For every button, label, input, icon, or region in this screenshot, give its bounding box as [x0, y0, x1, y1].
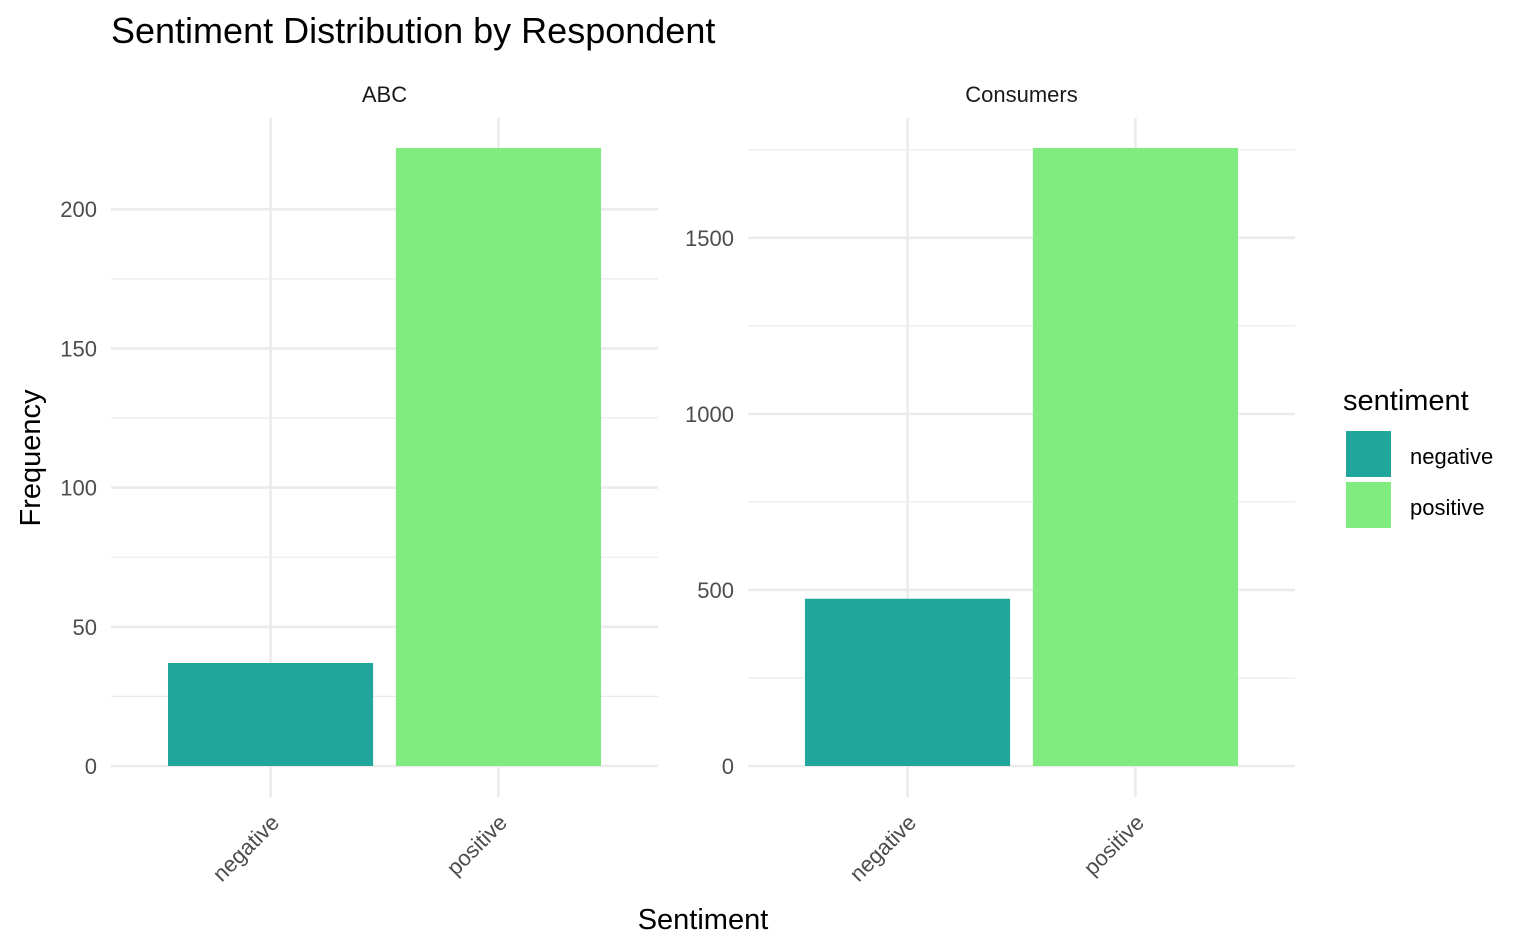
y-tick-label: 200	[60, 197, 97, 222]
legend-label-negative: negative	[1410, 444, 1493, 469]
legend: sentiment negative positive	[1343, 385, 1493, 528]
bar-positive	[1032, 148, 1239, 766]
x-tick-label: positive	[442, 810, 512, 880]
legend-key-negative	[1346, 431, 1391, 477]
y-axis-title: Frequency	[15, 389, 47, 527]
y-tick-label: 150	[60, 336, 97, 361]
facet-panel-abc: ABC 0 50 100 150 200 negative positive	[60, 82, 658, 886]
facet-panel-consumers: Consumers 0 500 1000 1500 negative positive	[685, 82, 1295, 886]
y-tick-label: 0	[722, 754, 734, 779]
x-axis-title: Sentiment	[638, 904, 769, 936]
bar-negative	[804, 598, 1011, 766]
x-tick-label: negative	[845, 810, 922, 887]
y-tick-label: 100	[60, 476, 97, 501]
bar-positive	[395, 148, 602, 766]
facet-strip-label: Consumers	[965, 82, 1077, 107]
legend-title: sentiment	[1343, 385, 1469, 417]
x-tick-label: negative	[208, 810, 285, 887]
y-tick-label: 1500	[685, 226, 734, 251]
bar-negative	[167, 663, 374, 766]
chart-title: Sentiment Distribution by Respondent	[111, 10, 715, 51]
y-tick-label: 500	[697, 578, 734, 603]
y-tick-label: 50	[73, 615, 97, 640]
x-tick-label: positive	[1079, 810, 1149, 880]
y-tick-label: 0	[85, 754, 97, 779]
facet-strip-label: ABC	[362, 82, 407, 107]
legend-label-positive: positive	[1410, 495, 1485, 520]
y-tick-label: 1000	[685, 402, 734, 427]
legend-key-positive	[1346, 482, 1391, 528]
